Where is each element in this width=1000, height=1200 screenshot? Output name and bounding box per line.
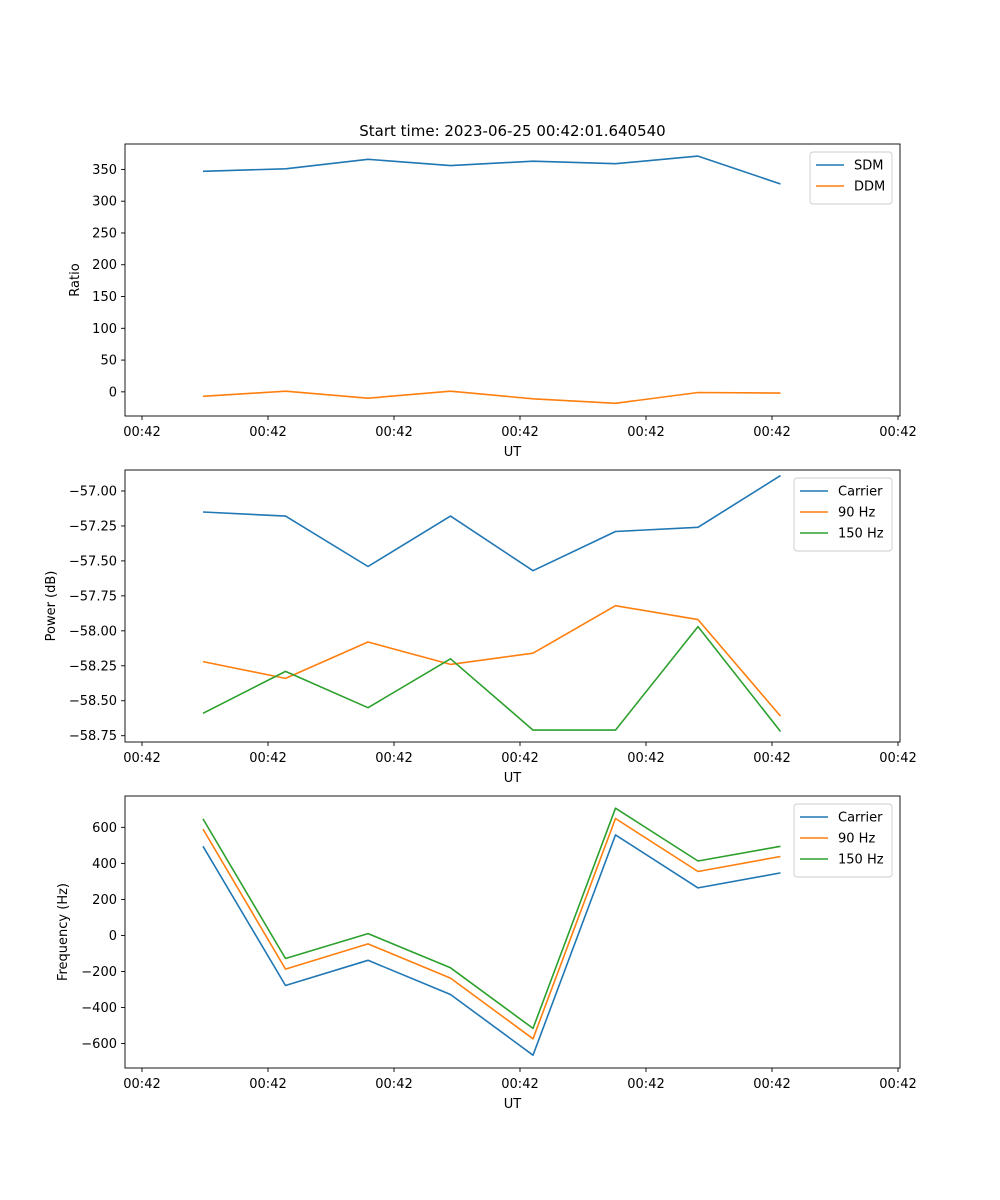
x-tick-label: 00:42 [753, 751, 790, 766]
legend: SDM DDM [809, 151, 893, 205]
y-tick-label: −58.75 [69, 729, 117, 744]
chart-1: Start time: 2023-06-25 00:42:01.64054000… [68, 122, 917, 460]
plot-area-frame [124, 143, 901, 417]
y-axis-label: Power (dB) [44, 571, 59, 642]
legend: Carrier 90 Hz 150 Hz [793, 477, 893, 552]
series-line-150-hz [202, 807, 781, 1030]
x-axis-label: UT [504, 445, 522, 460]
y-axis-label: Ratio [68, 263, 83, 296]
legend-label: SDM [854, 159, 883, 174]
x-tick-label: 00:42 [375, 425, 412, 440]
y-tick-label: 200 [92, 258, 117, 273]
y-tick-label: 250 [92, 226, 117, 241]
x-tick-label: 00:42 [879, 1077, 916, 1092]
y-tick-label: −57.50 [69, 554, 117, 569]
x-tick-label: 00:42 [501, 425, 538, 440]
x-tick-label: 00:42 [123, 751, 160, 766]
y-tick-label: 150 [92, 290, 117, 305]
series-line-90-hz [202, 604, 782, 717]
y-tick-label: 350 [92, 163, 117, 178]
chart-title: Start time: 2023-06-25 00:42:01.640540 [359, 122, 665, 140]
y-tick-label: 0 [109, 385, 117, 400]
y-tick-label: −58.25 [69, 659, 117, 674]
series-line-sdm [202, 155, 781, 185]
y-tick-label: −57.25 [69, 519, 117, 534]
y-tick-label: 600 [92, 821, 117, 836]
x-tick-label: 00:42 [879, 425, 916, 440]
x-tick-label: 00:42 [375, 751, 412, 766]
y-tick-label: −58.00 [69, 624, 117, 639]
y-tick-label: −200 [81, 965, 117, 980]
x-tick-label: 00:42 [501, 1077, 538, 1092]
y-tick-label: 0 [109, 929, 117, 944]
legend-label: Carrier [838, 811, 883, 826]
y-tick-label: 400 [92, 857, 117, 872]
y-tick-label: 300 [92, 195, 117, 210]
legend-label: Carrier [838, 485, 883, 500]
x-tick-label: 00:42 [753, 1077, 790, 1092]
y-axis-label: Frequency (Hz) [56, 883, 71, 981]
x-tick-label: 00:42 [249, 751, 286, 766]
series-line-150-hz [202, 625, 782, 732]
chart-3: 00:4200:4200:4200:4200:4200:4200:4200:43… [56, 795, 917, 1112]
y-tick-label: −57.00 [69, 484, 117, 499]
x-tick-label: 00:42 [249, 425, 286, 440]
legend-label: 150 Hz [838, 527, 884, 542]
y-tick-label: 50 [100, 354, 117, 369]
series-line-ddm [202, 390, 781, 405]
y-tick-label: −600 [81, 1037, 117, 1052]
x-tick-label: 00:42 [123, 1077, 160, 1092]
series-line-90-hz [202, 817, 781, 1040]
y-tick-label: 200 [92, 893, 117, 908]
y-tick-label: 100 [92, 322, 117, 337]
y-tick-label: −57.75 [69, 589, 117, 604]
x-tick-label: 00:42 [375, 1077, 412, 1092]
plot-area-frame [124, 795, 901, 1069]
legend-label: 90 Hz [838, 506, 875, 521]
legend-label: 90 Hz [838, 832, 875, 847]
x-tick-label: 00:42 [627, 751, 664, 766]
x-tick-label: 00:42 [627, 1077, 664, 1092]
legend-label: 150 Hz [838, 853, 884, 868]
x-tick-label: 00:42 [753, 425, 790, 440]
x-axis-label: UT [504, 1097, 522, 1112]
series-line-carrier [202, 834, 781, 1056]
plot-area-frame [124, 469, 901, 743]
x-axis-label: UT [504, 771, 522, 786]
y-tick-label: −58.50 [69, 694, 117, 709]
chart-2: 00:4200:4200:4200:4200:4200:4200:4200:43… [44, 469, 917, 786]
x-tick-label: 00:42 [879, 751, 916, 766]
legend: Carrier 90 Hz 150 Hz [793, 803, 893, 878]
y-tick-label: −400 [81, 1001, 117, 1016]
x-tick-label: 00:42 [123, 425, 160, 440]
legend-label: DDM [854, 180, 885, 195]
x-tick-label: 00:42 [501, 751, 538, 766]
x-tick-label: 00:42 [627, 425, 664, 440]
series-line-carrier [202, 474, 781, 572]
x-tick-label: 00:42 [249, 1077, 286, 1092]
